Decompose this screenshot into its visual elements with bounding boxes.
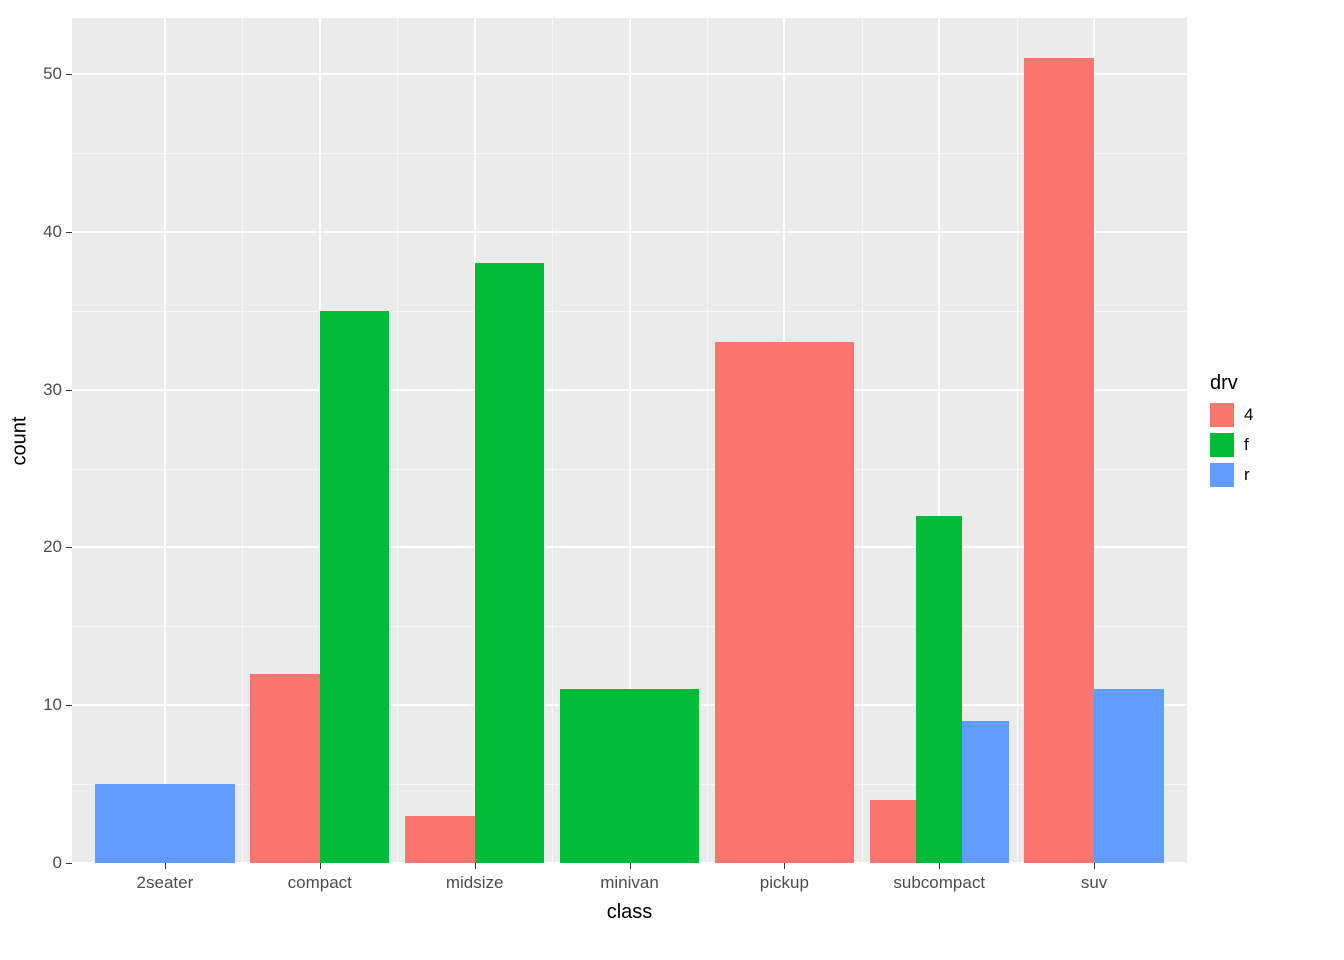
x-tick xyxy=(630,863,631,869)
gridline-minor xyxy=(397,18,398,863)
plot-panel xyxy=(72,18,1187,863)
gridline-minor xyxy=(707,18,708,863)
x-tick xyxy=(475,863,476,869)
legend-item: r xyxy=(1210,463,1253,487)
bar xyxy=(250,674,320,863)
bar xyxy=(560,689,699,863)
y-tick xyxy=(66,863,72,864)
gridline-minor xyxy=(1017,18,1018,863)
y-tick xyxy=(66,390,72,391)
bar xyxy=(1024,58,1094,863)
gridline-minor xyxy=(862,18,863,863)
y-tick-label: 50 xyxy=(36,64,62,84)
bar xyxy=(715,342,854,863)
y-tick xyxy=(66,705,72,706)
legend-item: f xyxy=(1210,433,1253,457)
bar xyxy=(916,516,962,863)
x-tick-label: subcompact xyxy=(893,873,985,893)
legend-swatch xyxy=(1210,463,1234,487)
x-tick-label: minivan xyxy=(600,873,659,893)
bar xyxy=(1094,689,1164,863)
x-tick xyxy=(165,863,166,869)
x-tick xyxy=(320,863,321,869)
y-tick-label: 20 xyxy=(36,537,62,557)
legend-label: r xyxy=(1244,465,1250,485)
legend-item: 4 xyxy=(1210,403,1253,427)
x-tick-label: pickup xyxy=(760,873,809,893)
y-tick-label: 10 xyxy=(36,695,62,715)
legend: drv 4 fr xyxy=(1210,372,1253,493)
legend-label: f xyxy=(1244,435,1249,455)
y-tick xyxy=(66,547,72,548)
x-tick-label: midsize xyxy=(446,873,504,893)
chart-figure: 0 10 20 30 40 50 2seater compact midsize minivan… xyxy=(0,0,1344,960)
bar xyxy=(870,800,916,863)
y-tick xyxy=(66,74,72,75)
x-tick xyxy=(1094,863,1095,869)
y-tick xyxy=(66,232,72,233)
legend-key xyxy=(1210,403,1234,427)
bar xyxy=(962,721,1008,863)
y-tick-label: 30 xyxy=(36,380,62,400)
x-tick xyxy=(939,863,940,869)
gridline-minor xyxy=(242,18,243,863)
legend-key xyxy=(1210,433,1234,457)
bar xyxy=(320,311,390,863)
x-axis-title: class xyxy=(607,901,653,924)
legend-swatch xyxy=(1210,403,1234,427)
gridline-minor xyxy=(552,18,553,863)
x-tick-label: suv xyxy=(1081,873,1107,893)
y-tick-label: 0 xyxy=(36,853,62,873)
gridline-major xyxy=(164,18,166,863)
legend-title: drv xyxy=(1210,372,1253,395)
bar xyxy=(95,784,234,863)
legend-key xyxy=(1210,463,1234,487)
bar xyxy=(475,263,545,863)
x-tick-label: compact xyxy=(288,873,352,893)
legend-label: 4 xyxy=(1244,405,1253,425)
bar xyxy=(405,816,475,863)
legend-swatch xyxy=(1210,433,1234,457)
x-tick-label: 2seater xyxy=(137,873,194,893)
x-tick xyxy=(784,863,785,869)
y-tick-label: 40 xyxy=(36,222,62,242)
y-axis-title: count xyxy=(9,416,32,465)
